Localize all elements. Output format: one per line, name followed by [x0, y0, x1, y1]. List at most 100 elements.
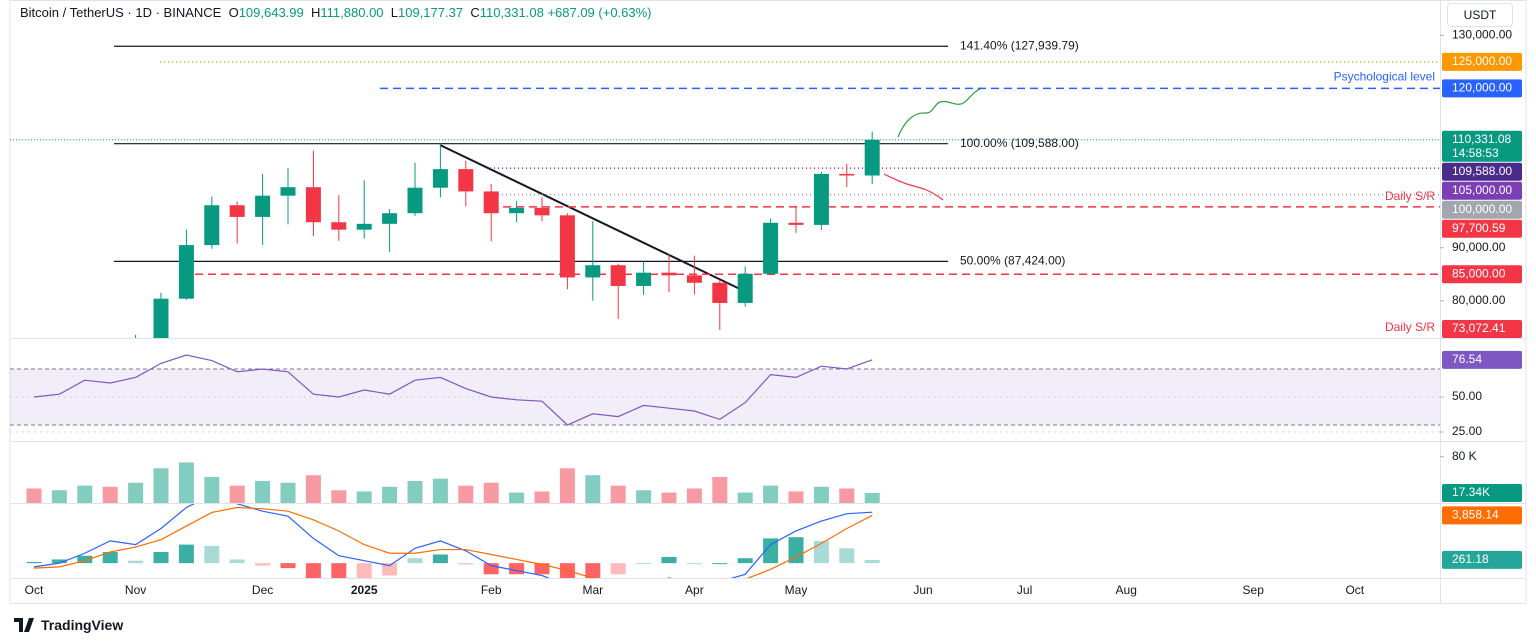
o-label: O: [228, 5, 239, 20]
candle-body: [178, 245, 194, 299]
x-tick-label: Jul: [1017, 583, 1032, 597]
volume-bar: [686, 488, 702, 503]
macd-histogram-bar: [26, 561, 42, 564]
candle-body: [128, 357, 143, 370]
candle-body: [356, 223, 372, 230]
candle-body: [534, 207, 550, 216]
current-price-tag: 110,331.08: [1452, 132, 1511, 146]
x-tick-label: Dec: [252, 583, 273, 597]
x-tick-label: Nov: [125, 583, 146, 597]
macd-histogram-bar: [432, 554, 448, 564]
macd-histogram-bar: [255, 563, 271, 566]
rsi-tag: 76.54: [1452, 352, 1482, 366]
macd-histogram-bar: [382, 563, 398, 576]
volume-bar: [382, 486, 398, 503]
candle-body: [204, 205, 220, 246]
change: +687.09 (+0.63%): [547, 5, 652, 20]
brand: TradingView: [41, 617, 124, 633]
volume-bar: [26, 488, 42, 503]
macd-histogram-bar: [77, 555, 93, 564]
macd-histogram-bar: [483, 563, 499, 575]
macd-histogram-bar: [356, 563, 372, 578]
volume-bar: [483, 482, 499, 503]
volume-bar: [229, 485, 245, 503]
macd-histogram-bar: [534, 563, 550, 575]
macd-histogram-bar: [686, 563, 702, 565]
countdown: 14:58:53: [1452, 146, 1499, 160]
macd-histogram-bar: [788, 537, 804, 564]
volume-bar: [559, 468, 575, 503]
price-tag: 97,700.59: [1452, 221, 1506, 235]
candle-body: [305, 187, 321, 223]
currency-button[interactable]: USDT: [1447, 3, 1513, 27]
price-tag: 125,000.00: [1452, 54, 1512, 68]
candle-body: [610, 265, 626, 286]
macd-histogram-bar: [178, 544, 194, 564]
high: 111,880.00: [320, 5, 384, 20]
c-label: C: [470, 5, 480, 20]
candle-body: [483, 191, 499, 214]
macd-histogram-bar: [280, 563, 296, 569]
candle-body: [839, 173, 855, 176]
volume-bar: [813, 486, 829, 503]
candle-body: [153, 298, 169, 338]
macd-histogram-bar: [763, 538, 779, 564]
macd-histogram-bar: [839, 548, 855, 564]
y-tick-label: 25.00: [1452, 424, 1482, 438]
macd-histogram-bar: [102, 552, 118, 564]
candle-body: [686, 275, 702, 283]
open: 109,643.99: [238, 5, 304, 20]
volume-bar: [280, 482, 296, 503]
volume-bar: [331, 490, 347, 503]
macd-histogram-bar: [661, 556, 677, 564]
volume-bar: [128, 482, 144, 503]
volume-bar: [432, 478, 448, 503]
volume-tag-bg: [1442, 483, 1522, 502]
volume-bar: [636, 490, 652, 503]
volume-bar: [255, 481, 271, 503]
rsi-line: [33, 354, 873, 426]
candle-body: [331, 222, 347, 230]
level-label: Psychological level: [1334, 70, 1435, 84]
macd-histogram-bar: [204, 545, 220, 564]
level-label: Daily S/R: [1385, 320, 1435, 334]
volume-tag: 17.34K: [1452, 485, 1490, 499]
volume-bar: [763, 485, 779, 503]
candle-body: [255, 195, 271, 217]
candle-body: [382, 213, 398, 224]
macd-histogram-bar: [864, 559, 880, 564]
candle-body: [712, 282, 728, 303]
level-label: 141.40% (127,939.79): [960, 38, 1079, 52]
volume-bar: [102, 486, 118, 503]
x-tick-label: Jun: [913, 583, 932, 597]
macd-histogram-bar: [509, 563, 525, 575]
candle-body: [229, 205, 245, 217]
x-tick-label: Feb: [481, 583, 502, 597]
pane: [26, 504, 880, 578]
x-tick-label: Oct: [25, 583, 44, 597]
logo: [14, 618, 34, 632]
macd-histogram-bar: [636, 563, 652, 565]
volume-bar: [864, 492, 880, 503]
macd-histogram-bar: [712, 563, 728, 565]
volume-bar: [661, 492, 677, 503]
footer: TradingView: [14, 617, 123, 633]
x-tick-label: Mar: [582, 583, 603, 597]
close: 110,331.08: [479, 5, 544, 20]
candle-body: [788, 222, 804, 225]
price-tag-bg: [1442, 162, 1522, 181]
macd-histogram-bar: [610, 563, 626, 575]
x-tick-label: Apr: [685, 583, 704, 597]
price-tag-bg: [1442, 79, 1522, 98]
x-tick-label: Sep: [1243, 583, 1265, 597]
price-tag-bg: [1442, 181, 1522, 200]
volume-bar: [458, 485, 474, 503]
candle-body: [458, 169, 474, 192]
macd-histogram-bar: [331, 563, 347, 578]
projection-down: [883, 173, 944, 201]
price-tag: 73,072.41: [1452, 321, 1506, 335]
rsi-tag-bg: [1442, 350, 1522, 369]
volume-bar: [839, 488, 855, 503]
